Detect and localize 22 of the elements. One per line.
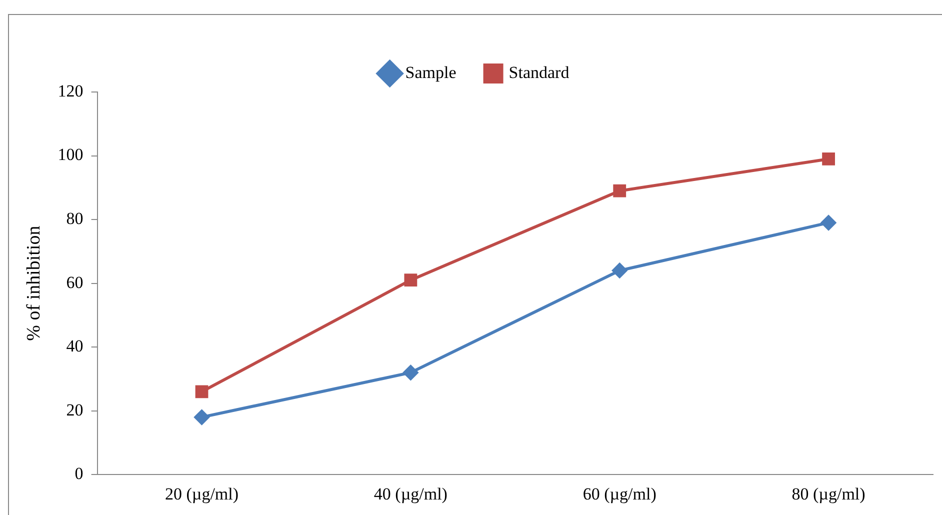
point xyxy=(404,274,418,287)
y-tick-label: 100 xyxy=(58,145,84,164)
y-tick-label: 120 xyxy=(58,81,84,100)
legend-label: Sample xyxy=(405,62,456,82)
legend-label: Standard xyxy=(508,62,570,82)
x-tick-label: 60 (µg/ml) xyxy=(582,484,656,504)
point xyxy=(822,152,835,166)
point xyxy=(821,215,836,230)
y-axis-title: % of inhibition xyxy=(23,225,44,341)
x-tick-label: 20 (µg/ml) xyxy=(164,484,239,504)
x-tick-label: 80 (µg/ml) xyxy=(792,484,866,504)
point xyxy=(612,263,628,278)
point xyxy=(194,410,210,425)
point xyxy=(403,365,418,380)
y-tick-label: 60 xyxy=(66,272,84,292)
y-tick-label: 20 xyxy=(66,400,84,420)
y-tick-label: 40 xyxy=(66,336,84,356)
y-tick-label: 0 xyxy=(74,464,84,484)
point xyxy=(195,385,208,398)
x-tick-label: 40 (µg/ml) xyxy=(374,484,448,504)
y-tick-label: 80 xyxy=(66,209,84,228)
point xyxy=(613,184,626,198)
